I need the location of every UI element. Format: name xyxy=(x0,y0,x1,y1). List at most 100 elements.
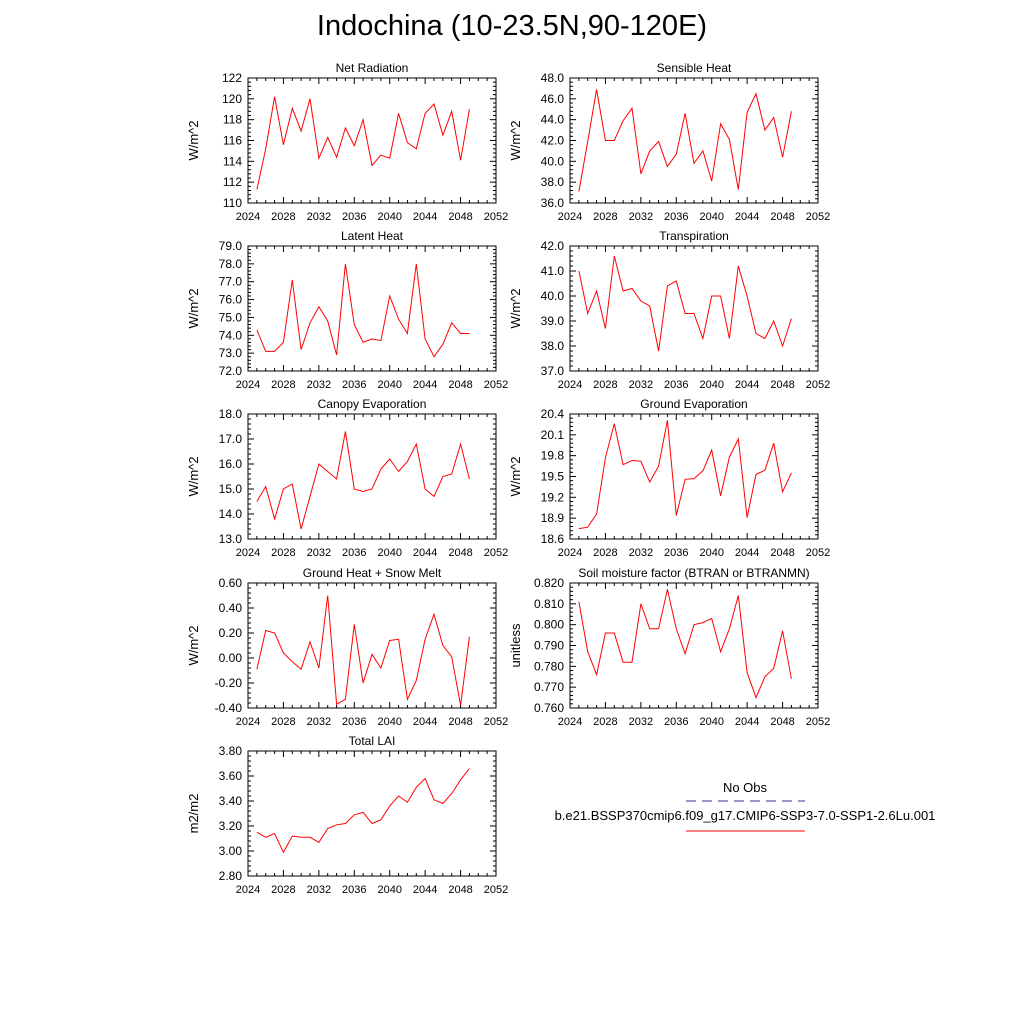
y-tick-label: 44.0 xyxy=(541,113,565,127)
y-tick-label: 19.2 xyxy=(541,490,565,504)
y-axis-label: W/m^2 xyxy=(508,456,523,496)
y-tick-label: 18.0 xyxy=(219,407,243,421)
x-tick-label: 2048 xyxy=(770,211,794,223)
x-tick-label: 2036 xyxy=(342,716,366,728)
plot-frame xyxy=(247,750,497,877)
chart-title: Sensible Heat xyxy=(657,61,732,75)
y-tick-label: 0.00 xyxy=(219,651,243,665)
y-tick-label: 110 xyxy=(223,196,242,210)
y-tick-label: 3.20 xyxy=(219,819,243,833)
x-tick-label: 2048 xyxy=(770,379,794,391)
x-tick-label: 2044 xyxy=(735,379,759,391)
y-tick-label: 15.0 xyxy=(219,482,243,496)
chart-panel: Net Radiation 2024 2028 2032 2036 2040 2044 204… xyxy=(186,61,508,223)
y-tick-label: 2.80 xyxy=(219,869,243,883)
x-tick-label: 2028 xyxy=(593,211,617,223)
x-tick-label: 2048 xyxy=(448,716,472,728)
x-tick-label: 2032 xyxy=(629,716,653,728)
x-tick-label: 2040 xyxy=(377,379,401,391)
series-line xyxy=(256,96,470,190)
y-tick-label: 0.760 xyxy=(534,701,564,715)
y-tick-label: 114 xyxy=(223,154,242,168)
y-tick-label: 3.40 xyxy=(219,794,243,808)
y-tick-label: 0.780 xyxy=(534,659,564,673)
y-tick-label: 0.770 xyxy=(534,680,564,694)
y-tick-label: 19.8 xyxy=(541,449,565,463)
chart-panel: Latent Heat 2024 2028 2032 2036 2040 2044 2048 2… xyxy=(186,229,508,391)
x-tick-label: 2024 xyxy=(558,547,582,559)
y-tick-label: 20.1 xyxy=(541,428,565,442)
y-tick-label: 0.40 xyxy=(219,601,243,615)
x-tick-label: 2052 xyxy=(806,211,830,223)
y-tick-label: 120 xyxy=(222,92,242,106)
x-tick-label: 2036 xyxy=(342,884,366,896)
x-tick-label: 2036 xyxy=(664,547,688,559)
y-tick-label: 40.0 xyxy=(541,154,565,168)
series-line xyxy=(578,420,792,530)
x-tick-label: 2024 xyxy=(236,379,260,391)
chart-title: Ground Heat + Snow Melt xyxy=(303,566,442,580)
x-tick-label: 2036 xyxy=(342,211,366,223)
x-tick-label: 2048 xyxy=(770,547,794,559)
y-tick-label: 40.0 xyxy=(541,289,565,303)
plot-frame xyxy=(569,582,819,709)
y-tick-label: 37.0 xyxy=(541,364,565,378)
x-tick-label: 2024 xyxy=(558,379,582,391)
series-line xyxy=(578,255,792,352)
chart-panel: Ground Evaporation 2024 2028 2032 2036 2040 20… xyxy=(508,397,830,559)
chart-title: Latent Heat xyxy=(341,229,404,243)
y-tick-label: -0.20 xyxy=(215,676,243,690)
chart-panel: Sensible Heat 2024 2028 2032 2036 2040 2044 204… xyxy=(508,61,830,223)
x-tick-label: 2028 xyxy=(271,211,295,223)
y-axis-label: W/m^2 xyxy=(508,120,523,160)
y-tick-label: 75.0 xyxy=(219,310,243,324)
y-tick-label: 116 xyxy=(223,134,242,148)
y-tick-label: 3.80 xyxy=(219,744,243,758)
y-axis-label: m2/m2 xyxy=(186,794,201,834)
x-tick-label: 2044 xyxy=(413,379,437,391)
x-tick-label: 2044 xyxy=(413,884,437,896)
x-tick-label: 2048 xyxy=(448,884,472,896)
x-tick-label: 2040 xyxy=(699,211,723,223)
x-tick-label: 2036 xyxy=(664,716,688,728)
x-tick-label: 2028 xyxy=(271,884,295,896)
x-tick-label: 2052 xyxy=(484,211,508,223)
legend-label-model-run: b.e21.BSSP370cmip6.f09_g17.CMIP6-SSP3-7.… xyxy=(555,808,936,823)
y-tick-label: 41.0 xyxy=(541,264,565,278)
x-tick-label: 2032 xyxy=(307,211,331,223)
x-tick-label: 2044 xyxy=(413,716,437,728)
x-tick-label: 2048 xyxy=(770,716,794,728)
x-tick-label: 2032 xyxy=(629,211,653,223)
panels: Net Radiation 2024 2028 2032 2036 2040 2044 204… xyxy=(186,61,830,896)
x-tick-label: 2052 xyxy=(806,547,830,559)
x-tick-label: 2032 xyxy=(307,716,331,728)
plot-frame xyxy=(247,413,497,540)
x-tick-label: 2028 xyxy=(593,547,617,559)
x-tick-label: 2024 xyxy=(236,884,260,896)
x-tick-label: 2040 xyxy=(377,884,401,896)
x-tick-label: 2040 xyxy=(699,547,723,559)
x-tick-label: 2028 xyxy=(271,547,295,559)
x-tick-label: 2032 xyxy=(629,379,653,391)
x-tick-label: 2028 xyxy=(593,379,617,391)
y-axis-label: W/m^2 xyxy=(186,625,201,665)
y-tick-label: 0.820 xyxy=(534,576,564,590)
y-tick-label: 0.20 xyxy=(219,626,243,640)
x-tick-label: 2052 xyxy=(484,547,508,559)
y-tick-label: 77.0 xyxy=(219,275,243,289)
y-tick-label: 39.0 xyxy=(541,314,565,328)
plot-frame xyxy=(247,245,497,372)
y-tick-label: 13.0 xyxy=(219,532,243,546)
x-tick-label: 2024 xyxy=(236,211,260,223)
chart-panel: Transpiration 2024 2028 2032 2036 2040 2044 204… xyxy=(508,229,830,391)
chart-panel: Ground Heat + Snow Melt 2024 2028 2032 2036 2… xyxy=(186,566,508,728)
x-tick-label: 2044 xyxy=(735,547,759,559)
y-tick-label: 76.0 xyxy=(219,293,243,307)
y-tick-label: 42.0 xyxy=(541,134,565,148)
y-tick-label: 19.5 xyxy=(541,470,565,484)
x-tick-label: 2040 xyxy=(377,211,401,223)
x-tick-label: 2052 xyxy=(806,716,830,728)
y-tick-label: 0.800 xyxy=(534,618,564,632)
legend-label-no-obs: No Obs xyxy=(723,780,768,795)
